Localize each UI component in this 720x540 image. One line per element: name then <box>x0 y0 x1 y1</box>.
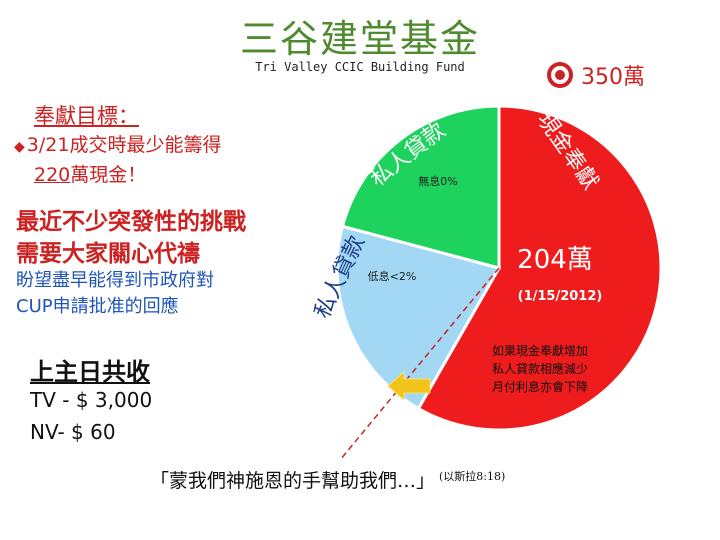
pie-slice-loan-free <box>340 104 501 270</box>
quote-text: 「蒙我們神施恩的手幫助我們…」 <box>150 470 436 492</box>
slice-value-cash: 204萬 <box>517 245 593 275</box>
challenge-line-1: 最近不少突發性的挑戰 <box>16 209 246 235</box>
quote-reference: (以斯拉8:18) <box>439 469 506 483</box>
goal-line-2-text: 萬現金！ <box>70 164 147 186</box>
offering-nv: NV- $ 60 <box>30 420 116 444</box>
goal-line-2: 220萬現金！ <box>34 160 146 187</box>
page-title: 三谷建堂基金 <box>239 17 480 61</box>
goal-heading: 奉獻目標： <box>34 104 139 128</box>
page-subtitle: Tri Valley CCIC Building Fund <box>255 60 465 74</box>
hope-line-2: CUP申請批准的回應 <box>16 296 179 317</box>
pie-slice-cash <box>416 104 663 432</box>
target-amount: 350萬 <box>581 65 645 90</box>
annotation-line-3: 月付利息亦會下降 <box>492 379 588 394</box>
challenge-line-2: 需要大家關心代禱 <box>16 241 200 267</box>
scripture-quote: 「蒙我們神施恩的手幫助我們…」 (以斯拉8:18) <box>150 466 505 493</box>
offering-tv: TV - $ 3,000 <box>30 388 153 412</box>
annotation-line-1: 如果現金奉獻增加 <box>492 343 588 358</box>
offering-heading: 上主日共收 <box>30 358 150 386</box>
hope-line-1: 盼望盡早能得到市政府對 <box>16 270 214 291</box>
slice-sub-loan-low: 低息<2% <box>368 269 417 283</box>
slice-sub-loan-free: 無息0% <box>418 174 457 188</box>
goal-amount: 220 <box>34 164 71 186</box>
goal-line-1: ◆ 3/21成交時最少能籌得 <box>14 130 221 157</box>
diamond-bullet-icon: ◆ <box>14 139 25 155</box>
dashed-shift-line <box>339 267 500 461</box>
target-badge: 350萬 <box>545 60 645 90</box>
slice-date-cash: (1/15/2012) <box>518 289 603 304</box>
left-arrow-icon <box>387 370 431 402</box>
target-icon <box>547 62 573 88</box>
goal-line-1-text: 3/21成交時最少能籌得 <box>26 134 222 156</box>
annotation-line-2: 私人貸款相應減少 <box>492 361 588 376</box>
